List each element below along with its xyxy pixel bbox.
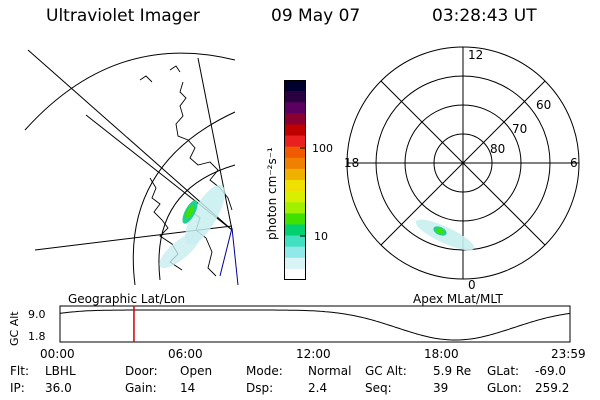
colorbar-unit: photon cm⁻²s⁻¹ bbox=[265, 147, 279, 240]
colorbar-segment bbox=[284, 168, 306, 181]
colorbar-tick-label: 100 bbox=[312, 142, 333, 155]
info-value: LBHL bbox=[45, 364, 76, 378]
colorbar-segment bbox=[284, 180, 306, 192]
altitude-ylabel: GC Alt bbox=[8, 311, 21, 346]
colorbar-segment bbox=[284, 202, 306, 214]
time-label: 03:28:43 UT bbox=[432, 6, 537, 26]
colorbar-segment bbox=[284, 213, 306, 225]
colorbar-segment bbox=[284, 113, 306, 125]
colorbar-segment bbox=[284, 91, 306, 103]
info-label: IP: bbox=[10, 381, 25, 395]
meridian-line bbox=[27, 49, 233, 231]
mlt-label-bottom: 0 bbox=[468, 278, 476, 292]
colorbar-segment bbox=[284, 257, 306, 270]
polar-mlt-panel: 12 18 6 0 60 70 80 bbox=[344, 46, 580, 292]
polar-aurora-emission bbox=[415, 219, 475, 251]
info-label: Flt: bbox=[10, 364, 29, 378]
info-value: Open bbox=[180, 364, 213, 378]
geographic-map-panel bbox=[24, 49, 239, 286]
mlt-axis bbox=[380, 80, 546, 246]
meridian-line bbox=[197, 57, 233, 231]
aurora-emission bbox=[159, 184, 225, 269]
ytick-label: 9.0 bbox=[28, 308, 46, 321]
altitude-curve bbox=[59, 309, 571, 341]
polar-panel-label: Apex MLat/MLT bbox=[413, 292, 503, 306]
xtick-label: 00:00 bbox=[40, 347, 75, 361]
colorbar-segment bbox=[284, 224, 306, 237]
colorbar-segment bbox=[284, 135, 306, 148]
instrument-title: Ultraviolet Imager bbox=[46, 6, 200, 26]
info-label: Door: bbox=[125, 364, 158, 378]
info-value: 259.2 bbox=[535, 381, 570, 395]
info-label: Dsp: bbox=[246, 381, 274, 395]
colorbar bbox=[284, 80, 306, 280]
info-value: Normal bbox=[308, 364, 352, 378]
info-value: 14 bbox=[180, 381, 196, 395]
colorbar-segment bbox=[284, 146, 306, 159]
lat-label: 70 bbox=[512, 122, 527, 136]
info-label: Seq: bbox=[365, 381, 392, 395]
colorbar-segment bbox=[284, 157, 306, 170]
sub-satellite-track bbox=[219, 227, 233, 277]
info-value: 36.0 bbox=[45, 381, 72, 395]
coastline bbox=[139, 75, 153, 83]
mlt-label-right: 6 bbox=[570, 156, 578, 170]
limb-arc bbox=[24, 52, 236, 131]
xtick-label: 18:00 bbox=[424, 347, 459, 361]
ytick-label: 1.8 bbox=[28, 330, 46, 343]
xtick-label: 12:00 bbox=[296, 347, 331, 361]
sub-satellite-track bbox=[231, 227, 239, 286]
coastline bbox=[175, 81, 233, 211]
plot-frame bbox=[59, 305, 571, 343]
colorbar-segment bbox=[284, 191, 306, 203]
xtick-label: 06:00 bbox=[168, 347, 203, 361]
info-value: 5.9 Re bbox=[433, 364, 472, 378]
lat-label: 80 bbox=[490, 142, 505, 156]
colorbar-segment bbox=[284, 102, 306, 114]
geo-panel-label: Geographic Lat/Lon bbox=[68, 292, 186, 306]
info-value: -69.0 bbox=[535, 364, 567, 378]
mlt-label-top: 12 bbox=[468, 48, 483, 62]
date-label: 09 May 07 bbox=[271, 6, 361, 26]
colorbar-segment bbox=[284, 246, 306, 259]
info-value: 2.4 bbox=[308, 381, 328, 395]
colorbar-ticks: 100 10 bbox=[312, 142, 333, 243]
colorbar-segment bbox=[284, 268, 306, 280]
xtick-label: 23:59 bbox=[551, 347, 586, 361]
info-label: Gain: bbox=[125, 381, 157, 395]
colorbar-segment bbox=[284, 80, 306, 92]
info-label: GC Alt: bbox=[365, 364, 407, 378]
colorbar-frame bbox=[284, 80, 306, 280]
lat-label: 60 bbox=[536, 98, 551, 112]
colorbar-segment bbox=[284, 235, 306, 248]
altitude-plot: 9.0 1.8 GC Alt 00:00 06:00 12:00 18:00 2… bbox=[8, 305, 586, 361]
info-label: Mode: bbox=[246, 364, 283, 378]
coastline bbox=[169, 65, 181, 73]
info-label: GLat: bbox=[487, 364, 520, 378]
mlt-label-left: 18 bbox=[344, 156, 359, 170]
colorbar-unit-label: photon cm⁻²s⁻¹ bbox=[265, 147, 279, 240]
colorbar-segment bbox=[284, 124, 306, 137]
colorbar-tick-label: 10 bbox=[314, 230, 328, 243]
info-label: GLon: bbox=[487, 381, 522, 395]
info-value: 39 bbox=[433, 381, 449, 395]
